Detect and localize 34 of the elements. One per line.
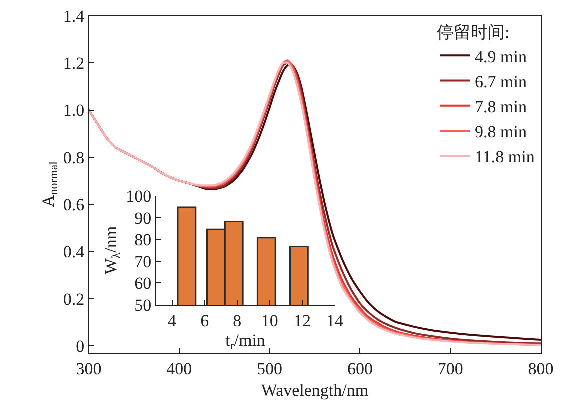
legend-title: 停留时间:	[437, 23, 510, 42]
y-tick-label: 0.2	[63, 290, 85, 309]
y-tick-label: 50	[134, 296, 152, 315]
x-axis-title: t$_{r}$/min	[226, 330, 266, 352]
y-tick-label: 1.0	[63, 101, 85, 120]
x-tick-label: 10	[261, 311, 278, 330]
y-tick-label: 100	[126, 186, 152, 206]
y-tick-label: 1.4	[63, 6, 86, 26]
legend-label: 9.8 min	[475, 122, 528, 142]
x-tick-label: 4	[168, 311, 178, 330]
y-tick-label: 80	[134, 230, 152, 250]
x-tick-label: 500	[257, 359, 283, 378]
x-tick-label: 8	[233, 311, 242, 330]
y-tick-label: 90	[134, 208, 152, 228]
legend-label: 11.8 min	[475, 148, 536, 167]
x-tick-label: 300	[76, 359, 102, 378]
x-tick-label: 400	[166, 359, 192, 378]
x-tick-label: 600	[347, 359, 373, 378]
y-tick-label: 0.6	[63, 195, 85, 214]
x-tick-label: 6	[200, 311, 210, 330]
legend-label: 7.8 min	[475, 97, 528, 116]
x-tick-label: 700	[438, 359, 464, 378]
y-tick-label: 1.2	[63, 54, 85, 74]
y-tick-label: 70	[134, 252, 152, 272]
x-tick-label: 12	[294, 311, 311, 330]
y-tick-label: 0.8	[63, 148, 85, 168]
legend-label: 4.9 min	[475, 47, 528, 66]
y-tick-label: 0.4	[63, 242, 86, 262]
x-tick-label: 800	[528, 359, 554, 378]
y-tick-label: 0	[76, 336, 85, 356]
legend-label: 6.7 min	[475, 72, 528, 92]
y-tick-label: 60	[134, 274, 152, 294]
x-axis-title: Wavelength/nm	[261, 380, 369, 400]
x-tick-label: 14	[326, 311, 344, 330]
